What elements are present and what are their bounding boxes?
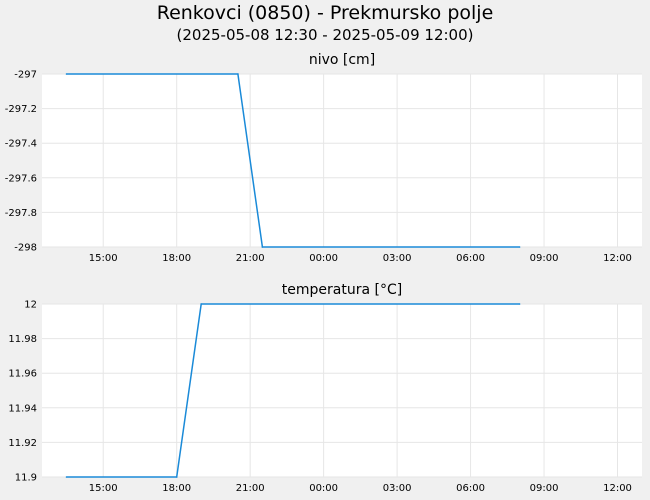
x-tick-label: 00:00: [309, 483, 338, 494]
panel-title: nivo [cm]: [309, 52, 375, 68]
y-tick-label: 12: [24, 300, 37, 311]
series-line: [66, 73, 520, 248]
y-tick-label: 11.92: [8, 438, 37, 449]
x-tick-label: 09:00: [530, 483, 559, 494]
data-point: [175, 476, 178, 478]
plot-area: [42, 74, 642, 247]
x-tick-label: 12:00: [603, 483, 632, 494]
chart-panel-2: temperatura [°C] 15:00 18:00 21:00 00:00 03:0…: [8, 282, 642, 494]
x-tick-label: 06:00: [456, 483, 485, 494]
y-tick-label: -297.8: [5, 208, 37, 219]
x-tick-label: 15:00: [89, 253, 118, 264]
data-point: [200, 303, 202, 305]
y-tick-label: -298: [14, 243, 37, 254]
x-tick-label: 18:00: [162, 483, 191, 494]
y-tick-label: 11.94: [8, 403, 37, 414]
y-tick-label: -297: [14, 70, 37, 81]
y-tick-label: 11.9: [15, 473, 37, 484]
data-point: [518, 303, 521, 305]
chart-title: Renkovci (0850) - Prekmursko polje: [156, 2, 494, 24]
x-tick-label: 21:00: [236, 483, 265, 494]
x-tick-label: 18:00: [162, 253, 191, 264]
chart-panel-1: nivo [cm] 15:00 18:00 21:00 00:00 03:00 06:00 0…: [5, 52, 642, 264]
data-point: [65, 73, 68, 75]
x-tick-label: 03:00: [383, 483, 412, 494]
data-point: [518, 246, 521, 248]
x-tick-label: 06:00: [456, 253, 485, 264]
plot-area: [42, 304, 642, 477]
series-line: [66, 303, 520, 478]
data-point: [261, 246, 264, 248]
x-tick-label: 15:00: [89, 483, 118, 494]
x-tick-label: 12:00: [603, 253, 632, 264]
data-point: [237, 73, 239, 75]
panel-title: temperatura [°C]: [282, 282, 402, 298]
chart-subtitle: (2025-05-08 12:30 - 2025-05-09 12:00): [176, 26, 474, 44]
x-tick-label: 09:00: [530, 253, 559, 264]
y-tick-label: 11.98: [8, 334, 37, 345]
x-tick-label: 21:00: [236, 253, 265, 264]
y-tick-label: 11.96: [8, 369, 37, 380]
y-tick-label: -297.6: [5, 173, 37, 184]
y-tick-label: -297.2: [5, 104, 37, 115]
data-point: [65, 476, 68, 478]
x-tick-label: 00:00: [309, 253, 338, 264]
y-tick-label: -297.4: [5, 139, 37, 150]
x-tick-label: 03:00: [383, 253, 412, 264]
